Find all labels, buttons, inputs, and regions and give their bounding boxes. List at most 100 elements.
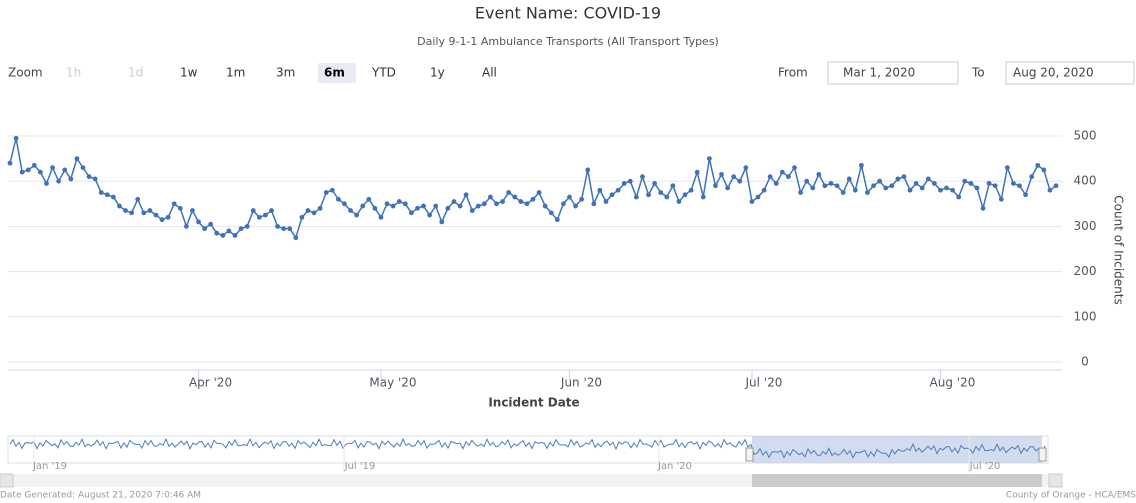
data-point[interactable]: [591, 201, 597, 207]
data-point[interactable]: [706, 156, 712, 162]
data-point[interactable]: [688, 187, 694, 193]
data-point[interactable]: [287, 226, 293, 232]
data-point[interactable]: [165, 214, 171, 220]
data-point[interactable]: [396, 199, 402, 204]
data-point[interactable]: [13, 135, 19, 141]
data-point[interactable]: [962, 178, 968, 184]
data-point[interactable]: [621, 181, 627, 186]
data-point[interactable]: [992, 183, 998, 189]
data-point[interactable]: [1041, 167, 1047, 173]
data-point[interactable]: [974, 185, 980, 191]
data-point[interactable]: [536, 190, 542, 195]
data-point[interactable]: [80, 165, 86, 171]
data-point[interactable]: [585, 167, 591, 173]
data-point[interactable]: [913, 181, 919, 186]
data-point[interactable]: [1053, 183, 1059, 189]
data-point[interactable]: [38, 169, 43, 175]
zoom-button[interactable]: 6m: [324, 66, 345, 80]
data-point[interactable]: [439, 219, 445, 225]
data-point[interactable]: [494, 201, 499, 207]
data-point[interactable]: [542, 203, 548, 209]
data-point[interactable]: [615, 187, 621, 193]
data-point[interactable]: [980, 205, 986, 211]
data-point[interactable]: [104, 192, 110, 198]
data-point[interactable]: [1023, 192, 1028, 198]
data-point[interactable]: [141, 210, 147, 216]
data-point[interactable]: [7, 160, 13, 166]
data-point[interactable]: [153, 212, 159, 218]
data-point[interactable]: [275, 224, 280, 229]
data-point[interactable]: [810, 185, 816, 191]
data-point[interactable]: [323, 190, 329, 195]
data-point[interactable]: [335, 196, 341, 202]
data-point[interactable]: [348, 208, 353, 213]
data-point[interactable]: [117, 203, 122, 209]
data-point[interactable]: [968, 181, 974, 186]
data-point[interactable]: [761, 187, 767, 193]
data-point[interactable]: [633, 194, 639, 200]
to-input[interactable]: [1005, 61, 1135, 85]
data-point[interactable]: [202, 226, 208, 232]
data-point[interactable]: [840, 190, 846, 195]
data-point[interactable]: [816, 172, 822, 177]
data-point[interactable]: [311, 210, 317, 216]
data-point[interactable]: [889, 183, 895, 189]
data-point[interactable]: [834, 183, 840, 189]
data-point[interactable]: [238, 226, 244, 232]
data-point[interactable]: [603, 199, 609, 204]
data-point[interactable]: [573, 203, 578, 209]
data-point[interactable]: [640, 174, 645, 180]
navigator-handle[interactable]: [1038, 447, 1047, 462]
data-point[interactable]: [658, 190, 664, 195]
data-point[interactable]: [865, 190, 870, 195]
data-point[interactable]: [433, 203, 439, 209]
zoom-button[interactable]: 3m: [276, 66, 295, 80]
data-point[interactable]: [694, 169, 700, 175]
data-point[interactable]: [390, 203, 396, 209]
data-point[interactable]: [676, 199, 682, 204]
data-point[interactable]: [183, 224, 189, 229]
scrollbar-thumb[interactable]: [752, 474, 1042, 487]
data-point[interactable]: [554, 217, 560, 223]
data-point[interactable]: [269, 208, 274, 213]
data-point[interactable]: [627, 178, 633, 184]
data-point[interactable]: [852, 187, 858, 193]
data-point[interactable]: [177, 205, 183, 211]
data-point[interactable]: [421, 203, 426, 209]
data-point[interactable]: [451, 199, 457, 204]
data-point[interactable]: [792, 165, 797, 171]
data-point[interactable]: [110, 194, 116, 200]
data-point[interactable]: [700, 194, 706, 200]
data-point[interactable]: [208, 221, 214, 227]
data-point[interactable]: [1035, 162, 1041, 168]
zoom-button[interactable]: YTD: [371, 66, 396, 80]
data-point[interactable]: [196, 219, 201, 225]
data-point[interactable]: [798, 190, 803, 195]
data-point[interactable]: [1029, 174, 1035, 180]
data-point[interactable]: [244, 224, 250, 229]
data-point[interactable]: [822, 183, 828, 189]
data-point[interactable]: [305, 208, 311, 213]
data-point[interactable]: [463, 192, 469, 198]
data-point[interactable]: [171, 201, 177, 207]
data-point[interactable]: [858, 162, 864, 168]
data-point[interactable]: [561, 201, 566, 207]
data-point[interactable]: [378, 214, 384, 220]
data-point[interactable]: [500, 199, 505, 204]
data-point[interactable]: [548, 210, 554, 216]
data-point[interactable]: [950, 187, 956, 193]
data-point[interactable]: [475, 203, 481, 209]
data-point[interactable]: [1047, 187, 1053, 193]
data-point[interactable]: [846, 176, 852, 182]
data-point[interactable]: [329, 187, 335, 193]
data-point[interactable]: [998, 196, 1004, 202]
data-point[interactable]: [670, 183, 676, 189]
data-point[interactable]: [250, 208, 256, 213]
data-point[interactable]: [749, 199, 755, 204]
data-point[interactable]: [956, 194, 962, 200]
data-point[interactable]: [506, 190, 512, 195]
data-point[interactable]: [68, 176, 74, 182]
data-point[interactable]: [427, 212, 433, 218]
data-point[interactable]: [682, 192, 688, 198]
data-point[interactable]: [597, 187, 603, 193]
